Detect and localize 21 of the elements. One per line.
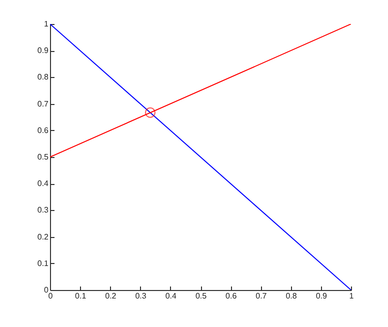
y-tick-label: 0.8 xyxy=(37,72,50,82)
x-tick-label: 0.5 xyxy=(195,292,208,300)
y-tick-label: 0.6 xyxy=(37,126,50,135)
x-tick-label: 0.2 xyxy=(105,292,117,300)
x-tick-label: 0.7 xyxy=(256,292,268,300)
x-tick-label: 1 xyxy=(349,292,354,300)
x-tick-label: 0.1 xyxy=(75,292,87,300)
x-tick-label: 0.8 xyxy=(286,292,298,300)
x-tick-label: 0.3 xyxy=(135,292,147,300)
y-tick-label: 0.7 xyxy=(37,99,50,108)
x-tick-label: 0.9 xyxy=(316,292,328,300)
x-tick-label: 0.4 xyxy=(165,292,178,300)
y-tick-label: 1 xyxy=(44,20,50,28)
y-tick-label: 0.1 xyxy=(37,258,50,268)
y-tick-label: 0.4 xyxy=(37,179,50,188)
y-tick-label: 0.3 xyxy=(37,206,50,215)
y-tick-label: 0.2 xyxy=(37,232,50,242)
y-tick-label: 0 xyxy=(44,286,50,294)
y-tick-label: 0.5 xyxy=(37,152,50,162)
y-tick-label: 0.9 xyxy=(37,46,50,56)
x-tick-label: 0.6 xyxy=(226,292,238,300)
